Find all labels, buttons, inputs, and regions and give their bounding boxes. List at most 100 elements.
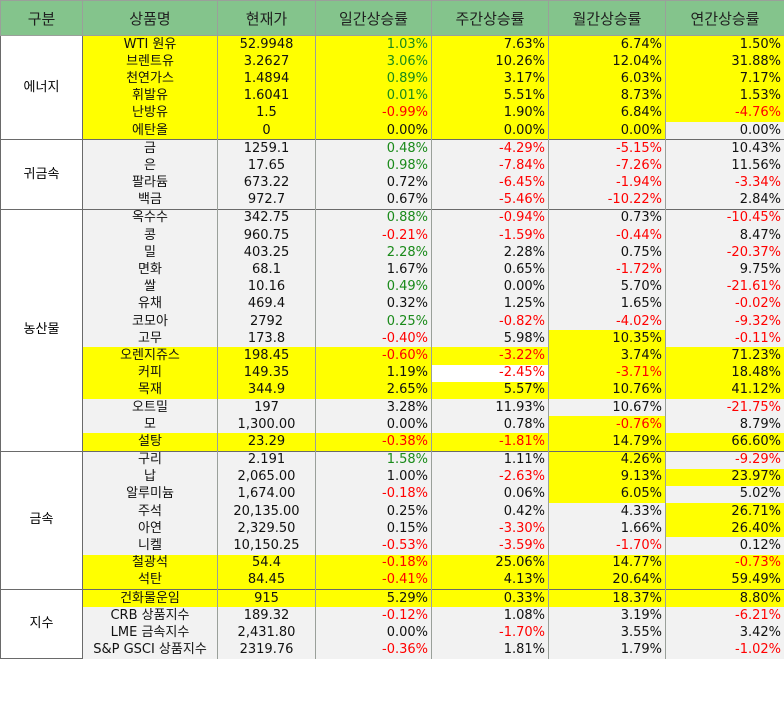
price-cell: 2,431.80 [217,624,316,642]
product-name-cell: 니켈 [82,537,218,555]
monthly-change-cell: 12.04% [548,53,666,71]
daily-change-cell: -0.41% [315,571,432,590]
weekly-change-cell: 0.42% [431,503,549,521]
weekly-change-cell: 0.65% [431,261,549,279]
yearly-change-cell: 8.80% [665,589,784,608]
yearly-change-cell: 59.49% [665,571,784,590]
product-name-cell: 건화물운임 [82,589,218,608]
table-row: LME 금속지수 2,431.80 0.00% -1.70% 3.55% 3.42% [1,624,784,642]
weekly-change-cell: 25.06% [431,554,549,572]
monthly-change-cell: -5.15% [548,139,666,158]
monthly-change-cell: 1.79% [548,641,666,659]
product-name-cell: 유채 [82,295,218,313]
product-name-cell: 옥수수 [82,208,218,228]
weekly-change-cell: -0.82% [431,313,549,331]
monthly-change-cell: 8.73% [548,87,666,105]
table-row: 밀 403.25 2.28% 2.28% 0.75% -20.37% [1,244,784,262]
header-monthly: 월간상승률 [548,0,666,36]
category-cell: 지수 [0,588,83,660]
yearly-change-cell: 2.84% [665,191,784,210]
weekly-change-cell: 1.25% [431,295,549,313]
daily-change-cell: 1.19% [315,364,432,382]
weekly-change-cell: 3.17% [431,70,549,88]
monthly-change-cell: 14.79% [548,433,666,451]
price-cell: 972.7 [217,191,316,210]
daily-change-cell: 0.98% [315,157,432,175]
price-cell: 344.9 [217,381,316,399]
weekly-change-cell: 0.06% [431,485,549,504]
yearly-change-cell: -10.45% [665,208,784,228]
weekly-change-cell: 4.13% [431,571,549,590]
yearly-change-cell: 31.88% [665,53,784,71]
daily-change-cell: -0.21% [315,227,432,245]
monthly-change-cell: -0.44% [548,227,666,245]
monthly-change-cell: 6.84% [548,104,666,122]
daily-change-cell: -0.53% [315,537,432,555]
yearly-change-cell: -21.61% [665,278,784,296]
weekly-change-cell: 0.33% [431,589,549,608]
daily-change-cell: -0.18% [315,485,432,504]
table-row: 목재 344.9 2.65% 5.57% 10.76% 41.12% [1,381,784,399]
yearly-change-cell: 8.79% [665,416,784,434]
daily-change-cell: 0.15% [315,520,432,538]
daily-change-cell: 2.28% [315,244,432,262]
yearly-change-cell: -0.02% [665,295,784,313]
price-cell: 0 [217,121,316,140]
product-name-cell: 금 [82,139,218,158]
header-product: 상품명 [82,0,218,36]
yearly-change-cell: 1.53% [665,87,784,105]
monthly-change-cell: -0.76% [548,416,666,434]
product-name-cell: 모 [82,416,218,434]
weekly-change-cell: 2.28% [431,244,549,262]
product-name-cell: 석탄 [82,571,218,590]
price-cell: 1259.1 [217,139,316,158]
product-name-cell: S&P GSCI 상품지수 [82,641,218,659]
price-cell: 149.35 [217,364,316,382]
daily-change-cell: 0.67% [315,191,432,210]
price-cell: 17.65 [217,157,316,175]
table-row: 알루미늄 1,674.00 -0.18% 0.06% 6.05% 5.02% [1,485,784,504]
category-cell: 농산물 [0,208,83,452]
product-name-cell: 브렌트유 [82,53,218,71]
daily-change-cell: 3.28% [315,398,432,417]
monthly-change-cell: 4.26% [548,450,666,469]
table-row: 천연가스 1.4894 0.89% 3.17% 6.03% 7.17% [1,70,784,88]
product-name-cell: 알루미늄 [82,485,218,504]
weekly-change-cell: 1.90% [431,104,549,122]
table-row: 팔라듐 673.22 0.72% -6.45% -1.94% -3.34% [1,174,784,192]
yearly-change-cell: 3.42% [665,624,784,642]
monthly-change-cell: 4.33% [548,503,666,521]
price-cell: 52.9948 [217,35,316,54]
monthly-change-cell: 5.70% [548,278,666,296]
table-row: 은 17.65 0.98% -7.84% -7.26% 11.56% [1,157,784,175]
yearly-change-cell: -0.11% [665,330,784,348]
monthly-change-cell: 6.74% [548,35,666,54]
price-cell: 68.1 [217,261,316,279]
header-weekly: 주간상승률 [431,0,549,36]
weekly-change-cell: -3.59% [431,537,549,555]
yearly-change-cell: -1.02% [665,641,784,659]
monthly-change-cell: 9.13% [548,468,666,486]
daily-change-cell: 0.88% [315,208,432,228]
product-name-cell: 팔라듐 [82,174,218,192]
yearly-change-cell: 0.12% [665,537,784,555]
product-name-cell: 에탄올 [82,121,218,140]
yearly-change-cell: 18.48% [665,364,784,382]
table-row: 고무 173.8 -0.40% 5.98% 10.35% -0.11% [1,330,784,348]
weekly-change-cell: -0.94% [431,208,549,228]
monthly-change-cell: 3.55% [548,624,666,642]
weekly-change-cell: 1.08% [431,607,549,625]
table-row: 농산물 옥수수 342.75 0.88% -0.94% 0.73% -10.45% [0,208,784,452]
price-cell: 960.75 [217,227,316,245]
yearly-change-cell: -4.76% [665,104,784,122]
table-row: S&P GSCI 상품지수 2319.76 -0.36% 1.81% 1.79% -1.0… [1,641,784,659]
product-name-cell: 커피 [82,364,218,382]
price-cell: 1,300.00 [217,416,316,434]
weekly-change-cell: 1.11% [431,450,549,469]
daily-change-cell: -0.99% [315,104,432,122]
monthly-change-cell: 1.66% [548,520,666,538]
product-name-cell: 난방유 [82,104,218,122]
monthly-change-cell: 10.35% [548,330,666,348]
daily-change-cell: 0.25% [315,313,432,331]
yearly-change-cell: 26.40% [665,520,784,538]
